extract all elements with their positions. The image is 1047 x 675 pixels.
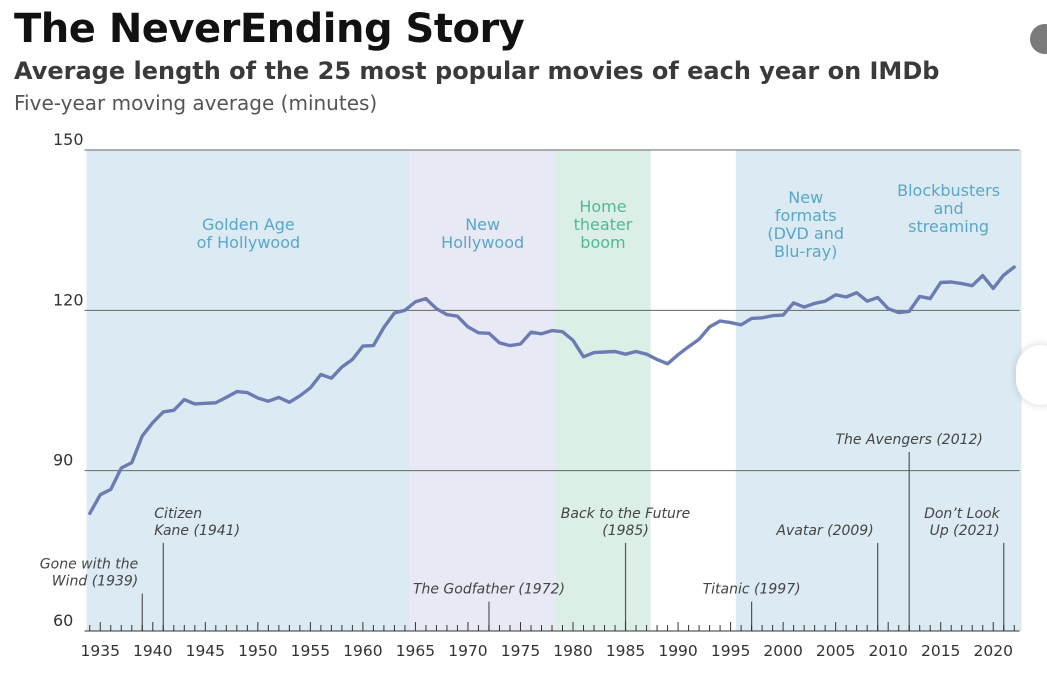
era-label: Golden Age	[202, 215, 295, 234]
x-tick-label: 1990	[658, 642, 697, 660]
x-tick-label: 1955	[291, 642, 330, 660]
x-tick-label: 1940	[133, 642, 172, 660]
era-band	[86, 150, 411, 631]
annotation-label: Wind (1939)	[52, 574, 139, 590]
x-tick-label: 1985	[606, 642, 645, 660]
overlay-circle-control[interactable]	[1030, 24, 1047, 54]
overlay-side-handle[interactable]	[1016, 345, 1047, 405]
x-tick-label: 1965	[396, 642, 435, 660]
era-label: formats	[775, 206, 837, 225]
annotation-label: (1985)	[602, 523, 649, 539]
era-band	[410, 150, 556, 631]
chart-subtitle: Average length of the 25 most popular mo…	[14, 57, 940, 85]
era-bands	[86, 150, 1022, 631]
x-tick-label: 1995	[711, 642, 750, 660]
annotation-label: Kane (1941)	[154, 523, 240, 539]
x-tick-label: 1935	[81, 642, 120, 660]
annotation-label: The Avengers (2012)	[835, 432, 982, 448]
gridlines	[84, 149, 1020, 472]
series-line	[88, 265, 1016, 516]
annotation-label: Avatar (2009)	[775, 523, 873, 539]
y-tick-label: 90	[53, 451, 73, 470]
x-tick-label: 1960	[343, 642, 382, 660]
era-band	[555, 150, 651, 631]
era-label: Hollywood	[441, 233, 524, 252]
annotation-label: The Godfather (1972)	[413, 582, 565, 598]
y-tick-label: 150	[53, 130, 84, 149]
x-tick-label: 2010	[868, 642, 907, 660]
x-tick-label: 2005	[816, 642, 855, 660]
era-label: Blockbusters	[897, 181, 1000, 200]
era-label: streaming	[908, 217, 989, 236]
x-tick-label: 1975	[501, 642, 540, 660]
series-line-path	[88, 265, 1016, 516]
annotation-label: Don’t Look	[924, 506, 1001, 522]
x-tick-label: 1980	[553, 642, 592, 660]
annotation-label: Citizen	[154, 506, 202, 522]
era-label: Home	[579, 197, 626, 216]
x-tick-label: 1950	[238, 642, 277, 660]
era-label: (DVD and	[767, 224, 844, 243]
x-tick-label: 2015	[921, 642, 960, 660]
era-label: and	[934, 199, 964, 218]
x-axis: 1935 1940 1945 1950 1955 1960 1965 1970 1975 1980…	[81, 622, 1020, 660]
era-label: Blu-ray)	[774, 242, 837, 261]
x-tick-label: 2020	[974, 642, 1013, 660]
era-label: boom	[580, 233, 625, 252]
era-band	[735, 150, 876, 631]
era-label: of Hollywood	[197, 233, 301, 252]
x-tick-label: 1970	[448, 642, 487, 660]
annotation-label: Up (2021)	[930, 523, 1000, 539]
y-axis-labels: 60 90 120 150	[53, 130, 84, 630]
x-tick-label: 2000	[763, 642, 802, 660]
annotation-label: Back to the Future	[561, 506, 690, 522]
x-tick-label: 1945	[186, 642, 225, 660]
y-tick-label: 60	[53, 611, 73, 630]
annotation-label: Gone with the	[40, 557, 138, 573]
y-tick-label: 120	[53, 290, 84, 309]
era-label: New	[465, 215, 500, 234]
unit-label: Five-year moving average (minutes)	[14, 91, 378, 115]
era-band	[875, 150, 1022, 631]
era-label: New	[788, 188, 823, 207]
chart-title: The NeverEnding Story	[14, 6, 525, 52]
annotation-label: Titanic (1997)	[703, 582, 801, 598]
era-label: theater	[574, 215, 633, 234]
